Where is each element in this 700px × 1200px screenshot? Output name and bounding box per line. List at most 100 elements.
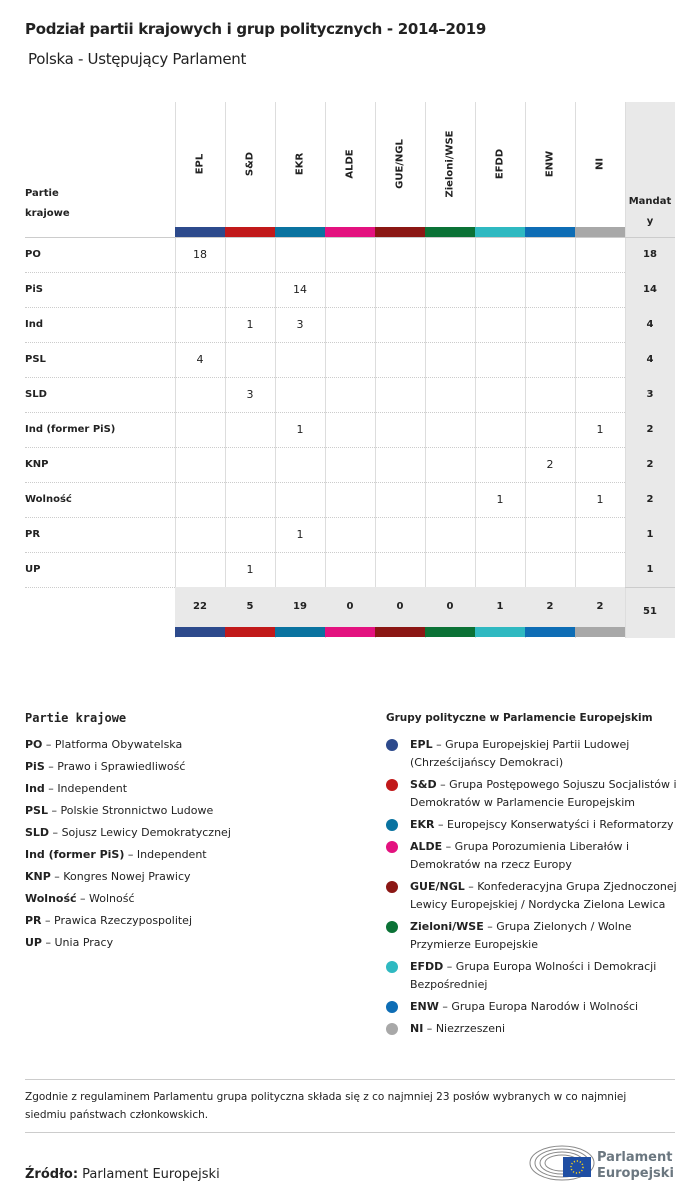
party-legend-item: UP – Unia Pracy	[25, 936, 114, 949]
group-name: Europejscy Konserwatyści i Reformatorzy	[447, 818, 674, 831]
group-color-dot	[386, 921, 398, 933]
group-legend-text: NI – Niezrzeszeni	[410, 1022, 506, 1035]
group-color-bar	[325, 627, 375, 637]
row-total: 2	[646, 459, 654, 470]
table-cell: 1	[596, 493, 604, 506]
column-divider	[375, 102, 376, 638]
column-header-guengl: GUE/NGL	[375, 102, 425, 227]
group-abbr: ALDE	[410, 840, 443, 853]
column-header-ni: NI	[575, 102, 625, 227]
group-color-bar	[375, 227, 425, 237]
group-color-bar	[425, 227, 475, 237]
header-rule	[25, 237, 675, 238]
row-divider	[25, 482, 625, 483]
party-legend-item: PR – Prawica Rzeczypospolitej	[25, 914, 193, 927]
group-legend-text: EKR – Europejscy Konserwatyści i Reforma…	[410, 818, 674, 831]
page-subtitle: Polska - Ustępujący Parlament	[28, 50, 247, 68]
totals-row	[175, 587, 625, 627]
party-name: Independent	[136, 848, 207, 861]
group-name: Grupa Zielonych / Wolne Przymierze Europ…	[410, 920, 632, 951]
group-color-bar	[175, 227, 225, 237]
group-legend-text: ENW – Grupa Europa Narodów i Wolności	[410, 1000, 639, 1013]
table-cell: 1	[296, 423, 304, 436]
divider	[25, 1132, 675, 1133]
group-color-dot	[386, 841, 398, 853]
column-header-alde: ALDE	[325, 102, 375, 227]
row-party-name: Ind	[25, 319, 43, 330]
party-legend-title: Partie krajowe	[25, 711, 127, 725]
row-party-name: PSL	[25, 354, 46, 365]
group-total: 0	[346, 601, 354, 612]
row-total: 2	[646, 424, 654, 435]
group-legend-text: S&D – Grupa Postępowego Sojuszu Socjalis…	[410, 778, 677, 809]
grand-total: 51	[643, 606, 657, 617]
group-name: Grupa Europa Narodów i Wolności	[451, 1000, 639, 1013]
party-legend-item: SLD – Sojusz Lewicy Demokratycznej	[25, 826, 231, 839]
column-header-label: S&D	[244, 151, 256, 177]
party-legend-item: PiS – Prawo i Sprawiedliwość	[25, 760, 186, 773]
column-header-sd: S&D	[225, 102, 275, 227]
group-name: Grupa Europejskiej Partii Ludowej (Chrze…	[410, 738, 630, 769]
parlament-logo: Parlament Europejski	[529, 1143, 679, 1183]
group-color-dot	[386, 961, 398, 973]
group-color-dot	[386, 1001, 398, 1013]
group-total: 2	[546, 601, 554, 612]
row-total: 4	[646, 354, 654, 365]
column-header-label: Zieloni/WSE	[444, 130, 456, 198]
group-abbr: S&D	[410, 778, 437, 791]
party-name: Prawica Rzeczypospolitej	[54, 914, 193, 927]
party-abbr: PiS	[25, 760, 45, 773]
column-divider	[325, 102, 326, 638]
row-divider	[25, 552, 625, 553]
row-divider	[25, 517, 625, 518]
group-color-bar	[225, 627, 275, 637]
party-name: Unia Pracy	[54, 936, 114, 949]
group-legend-title: Grupy polityczne w Parlamencie Europejsk…	[386, 712, 653, 724]
column-header-epl: EPL	[175, 102, 225, 227]
group-legend-text: ALDE – Grupa Porozumienia Liberałów i De…	[410, 840, 630, 871]
row-divider	[25, 447, 625, 448]
group-name: Grupa Postępowego Sojuszu Socjalistów i …	[410, 778, 677, 809]
total-header: Mandat y	[628, 196, 672, 227]
party-header: Partie krajowe	[25, 188, 70, 219]
column-header-enw: ENW	[525, 102, 575, 227]
table-cell: 1	[596, 423, 604, 436]
party-abbr: Ind	[25, 782, 45, 795]
group-abbr: ENW	[410, 1000, 439, 1013]
group-color-dot	[386, 881, 398, 893]
column-header-label: EKR	[294, 152, 306, 176]
table-cell: 4	[196, 353, 204, 366]
column-header-label: ALDE	[344, 149, 356, 179]
group-total: 0	[446, 601, 454, 612]
group-name: Niezrzeszeni	[435, 1022, 506, 1035]
group-color-bar	[475, 627, 525, 637]
group-color-bar	[375, 627, 425, 637]
column-divider	[575, 102, 576, 638]
page-title: Podział partii krajowych i grup politycz…	[25, 20, 487, 38]
group-color-bar	[475, 227, 525, 237]
party-name: Independent	[57, 782, 128, 795]
row-divider	[25, 307, 625, 308]
group-total: 0	[396, 601, 404, 612]
row-party-name: UP	[25, 564, 41, 575]
party-legend-item: PO – Platforma Obywatelska	[25, 738, 183, 751]
table-cell: 2	[546, 458, 554, 471]
party-abbr: Ind (former PiS)	[25, 848, 125, 861]
table-cell: 1	[246, 563, 254, 576]
group-total: 5	[246, 601, 254, 612]
row-party-name: PR	[25, 529, 41, 540]
party-name: Polskie Stronnictwo Ludowe	[60, 804, 214, 817]
column-divider	[625, 102, 626, 638]
group-legend-text: Zieloni/WSE – Grupa Zielonych / Wolne Pr…	[410, 920, 632, 951]
row-party-name: Ind (former PiS)	[25, 424, 116, 435]
party-name: Wolność	[89, 892, 135, 905]
column-divider	[475, 102, 476, 638]
row-divider	[25, 377, 625, 378]
row-total: 1	[646, 529, 654, 540]
seat-table: Mandat y Partie krajowe EPL S&D EKR ALDE GUE/N…	[25, 102, 675, 638]
source: Źródło: Parlament Europejski	[25, 1167, 220, 1182]
party-abbr: Wolność	[25, 892, 77, 905]
column-divider	[425, 102, 426, 638]
group-color-bar	[575, 227, 625, 237]
column-divider	[225, 102, 226, 638]
